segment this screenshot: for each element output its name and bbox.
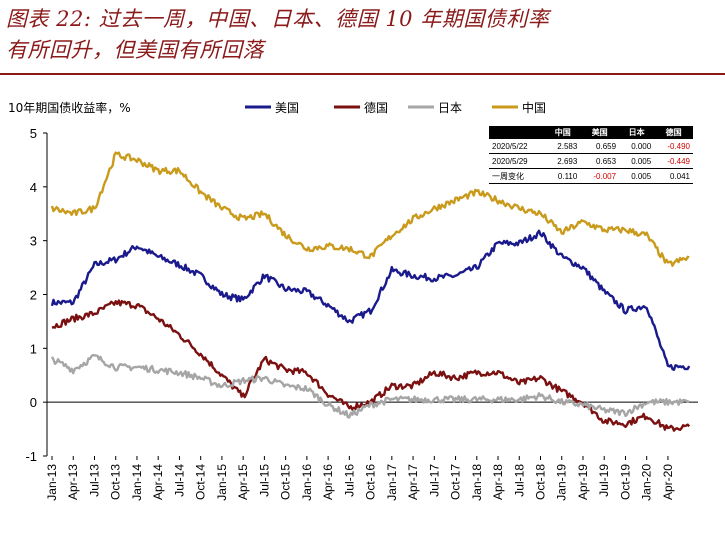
x-tick-label: Apr-13: [66, 464, 80, 500]
x-tick-label: Jan-19: [555, 464, 569, 501]
x-tick-label: Jul-13: [87, 464, 101, 497]
x-tick-label: Oct-14: [194, 464, 208, 500]
x-tick-label: Apr-20: [661, 464, 675, 500]
table-row-label: 一周变化: [489, 168, 546, 184]
table-cell: 0.653: [580, 153, 620, 169]
x-tick-label: Oct-17: [449, 464, 463, 500]
series-line-de: [51, 299, 691, 432]
x-tick-label: Jul-17: [427, 464, 441, 497]
series-line-jp: [50, 353, 690, 419]
legend-label-jp: 日本: [438, 101, 462, 115]
table-body: 2020/5/22 2.583 0.659 0.000 -0.490 2020/5/29 2…: [489, 139, 693, 184]
legend-label-de: 德国: [364, 100, 388, 115]
legend-label-us: 美国: [275, 101, 299, 115]
x-tick-label: Jan-13: [45, 464, 59, 501]
table-header-cell: 中国: [545, 126, 581, 139]
x-tick-label: Oct-15: [279, 464, 293, 500]
table-row: 一周变化 0.110 -0.007 0.005 0.041: [489, 168, 693, 184]
y-tick-label: 3: [30, 234, 37, 249]
x-tick-label: Jan-20: [640, 464, 654, 501]
table-row: 2020/5/22 2.583 0.659 0.000 -0.490: [489, 139, 693, 154]
table-cell: 2.693: [545, 153, 581, 169]
x-tick-label: Jul-19: [597, 464, 611, 497]
x-tick-label: Jan-18: [470, 464, 484, 501]
table-cell: 2.583: [545, 139, 581, 154]
title-divider: [0, 73, 725, 75]
chart-title-line-1: 图表 22: 过去一周，中国、日本、德国 10 年期国债利率: [6, 7, 550, 31]
x-tick-label: Oct-18: [534, 464, 548, 500]
table-row-label: 2020/5/22: [489, 139, 546, 154]
x-tick-label: Apr-19: [576, 464, 590, 500]
legend-label-cn: 中国: [522, 100, 546, 115]
yield-table: 中国 美国 日本 德国 2020/5/22 2.583 0.659 0.000 -0.490 2…: [489, 126, 693, 184]
y-tick-label: 0: [30, 395, 37, 410]
table-row: 2020/5/29 2.693 0.653 0.005 -0.449: [489, 153, 693, 169]
table-cell: -0.490: [654, 139, 693, 154]
x-tick-label: Oct-19: [618, 464, 632, 500]
x-tick-label: Apr-16: [321, 464, 335, 500]
y-tick-label: -1: [25, 449, 37, 464]
table-cell: 0.659: [580, 139, 620, 154]
x-tick-label: Apr-18: [491, 464, 505, 500]
series-line-us: [50, 229, 691, 371]
series-line-cn: [50, 151, 690, 267]
chart-title: 图表 22: 过去一周，中国、日本、德国 10 年期国债利率 有所回升，但美国有…: [6, 4, 720, 66]
x-tick-label: Oct-16: [364, 464, 378, 500]
y-tick-label: 5: [30, 126, 37, 141]
table-cell: 0.041: [654, 168, 693, 184]
x-tick-label: Jan-15: [215, 464, 229, 501]
x-tick-label: Apr-17: [406, 464, 420, 500]
table-header-cell: 美国: [580, 126, 620, 139]
table-cell: 0.000: [619, 139, 655, 154]
table-cell: 0.005: [619, 153, 655, 169]
y-tick-label: 2: [30, 288, 37, 303]
table-cell: -0.007: [580, 168, 620, 184]
x-tick-label: Jan-17: [385, 464, 399, 501]
table-cell: 0.110: [545, 168, 581, 184]
x-tick-label: Jul-14: [172, 464, 186, 497]
x-tick-label: Jul-18: [512, 464, 526, 497]
x-tick-label: Jan-14: [130, 464, 144, 501]
x-tick-label: Jul-15: [257, 464, 271, 497]
table-cell: -0.449: [654, 153, 693, 169]
x-tick-label: Jan-16: [300, 464, 314, 501]
x-tick-label: Jul-16: [342, 464, 356, 497]
x-tick-label: Apr-14: [151, 464, 165, 500]
chart-title-line-2: 有所回升，但美国有所回落: [6, 38, 264, 62]
table-header-row: 中国 美国 日本 德国: [489, 126, 693, 139]
y-tick-label: 4: [30, 180, 37, 195]
table-row-label: 2020/5/29: [489, 153, 546, 169]
table-header-cell: [489, 126, 546, 139]
table-cell: 0.005: [619, 168, 655, 184]
x-tick-label: Apr-15: [236, 464, 250, 500]
x-tick-label: Oct-13: [109, 464, 123, 500]
y-tick-label: 1: [30, 341, 37, 356]
table-header-cell: 德国: [654, 126, 693, 139]
table-header-cell: 日本: [619, 126, 655, 139]
y-axis-label: 10年期国债收益率，%: [8, 100, 131, 115]
